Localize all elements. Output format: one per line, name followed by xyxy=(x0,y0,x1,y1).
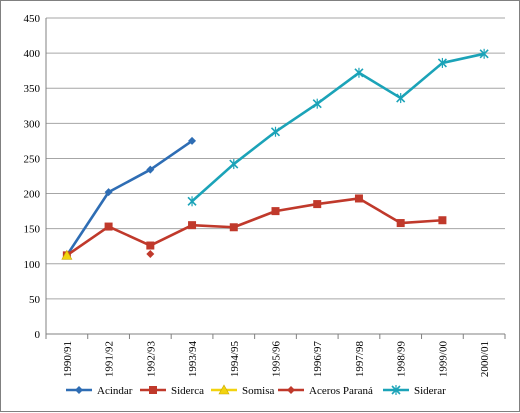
data-point-somisa xyxy=(61,249,73,260)
x-tick-label: 1995/96 xyxy=(271,341,283,378)
legend-label-siderca: Siderca xyxy=(171,385,204,397)
y-tick-label: 250 xyxy=(24,153,41,165)
x-tick-label: 1999/00 xyxy=(437,341,449,378)
x-tick-label: 1991/92 xyxy=(104,341,116,377)
data-point-acindar xyxy=(146,165,155,174)
data-point-acindar xyxy=(104,188,113,197)
legend-marker-acindar xyxy=(75,386,83,394)
y-tick-label: 150 xyxy=(24,224,41,236)
x-tick-label: 1996/97 xyxy=(312,341,324,378)
x-tick-label: 1997/98 xyxy=(354,341,366,378)
y-tick-label: 450 xyxy=(24,13,41,25)
legend-marker-somisa xyxy=(218,384,230,395)
legend-label-somisa: Somisa xyxy=(242,385,275,397)
y-tick-label: 50 xyxy=(29,294,41,306)
x-tick-label: 1993/94 xyxy=(187,341,199,378)
data-point-siderca xyxy=(271,207,280,216)
data-point-siderca xyxy=(438,216,447,225)
y-tick-label: 400 xyxy=(24,48,41,60)
x-tick-label: 2000/01 xyxy=(479,341,491,377)
data-point-siderca xyxy=(188,221,197,230)
x-tick-label: 1998/99 xyxy=(396,341,408,378)
x-tick-label: 1992/93 xyxy=(145,341,157,378)
series-line-siderar xyxy=(190,52,486,203)
legend-label-aceros-paran-: Aceros Paraná xyxy=(309,385,373,397)
data-point-siderca xyxy=(313,200,322,209)
data-point-siderca xyxy=(354,194,363,203)
data-point-siderca xyxy=(104,222,113,231)
y-tick-label: 100 xyxy=(24,259,41,271)
legend-marker-siderca xyxy=(149,386,157,394)
y-tick-label: 200 xyxy=(24,189,41,201)
data-point-aceros-paran- xyxy=(146,249,155,258)
x-tick-label: 1994/95 xyxy=(229,341,241,378)
legend-label-siderar: Siderar xyxy=(414,385,446,397)
y-tick-label: 350 xyxy=(24,83,41,95)
data-point-siderca xyxy=(396,219,405,228)
y-tick-label: 300 xyxy=(24,118,41,130)
x-tick-label: 1990/91 xyxy=(62,341,74,377)
series-line-siderca xyxy=(65,197,444,257)
legend-label-acindar: Acindar xyxy=(97,385,133,397)
data-point-siderca xyxy=(146,241,155,250)
legend-marker-aceros-paran- xyxy=(287,386,295,394)
y-tick-label: 0 xyxy=(35,329,41,341)
data-point-siderca xyxy=(229,223,238,232)
series-line-acindar xyxy=(65,139,194,257)
data-point-acindar xyxy=(188,136,197,145)
